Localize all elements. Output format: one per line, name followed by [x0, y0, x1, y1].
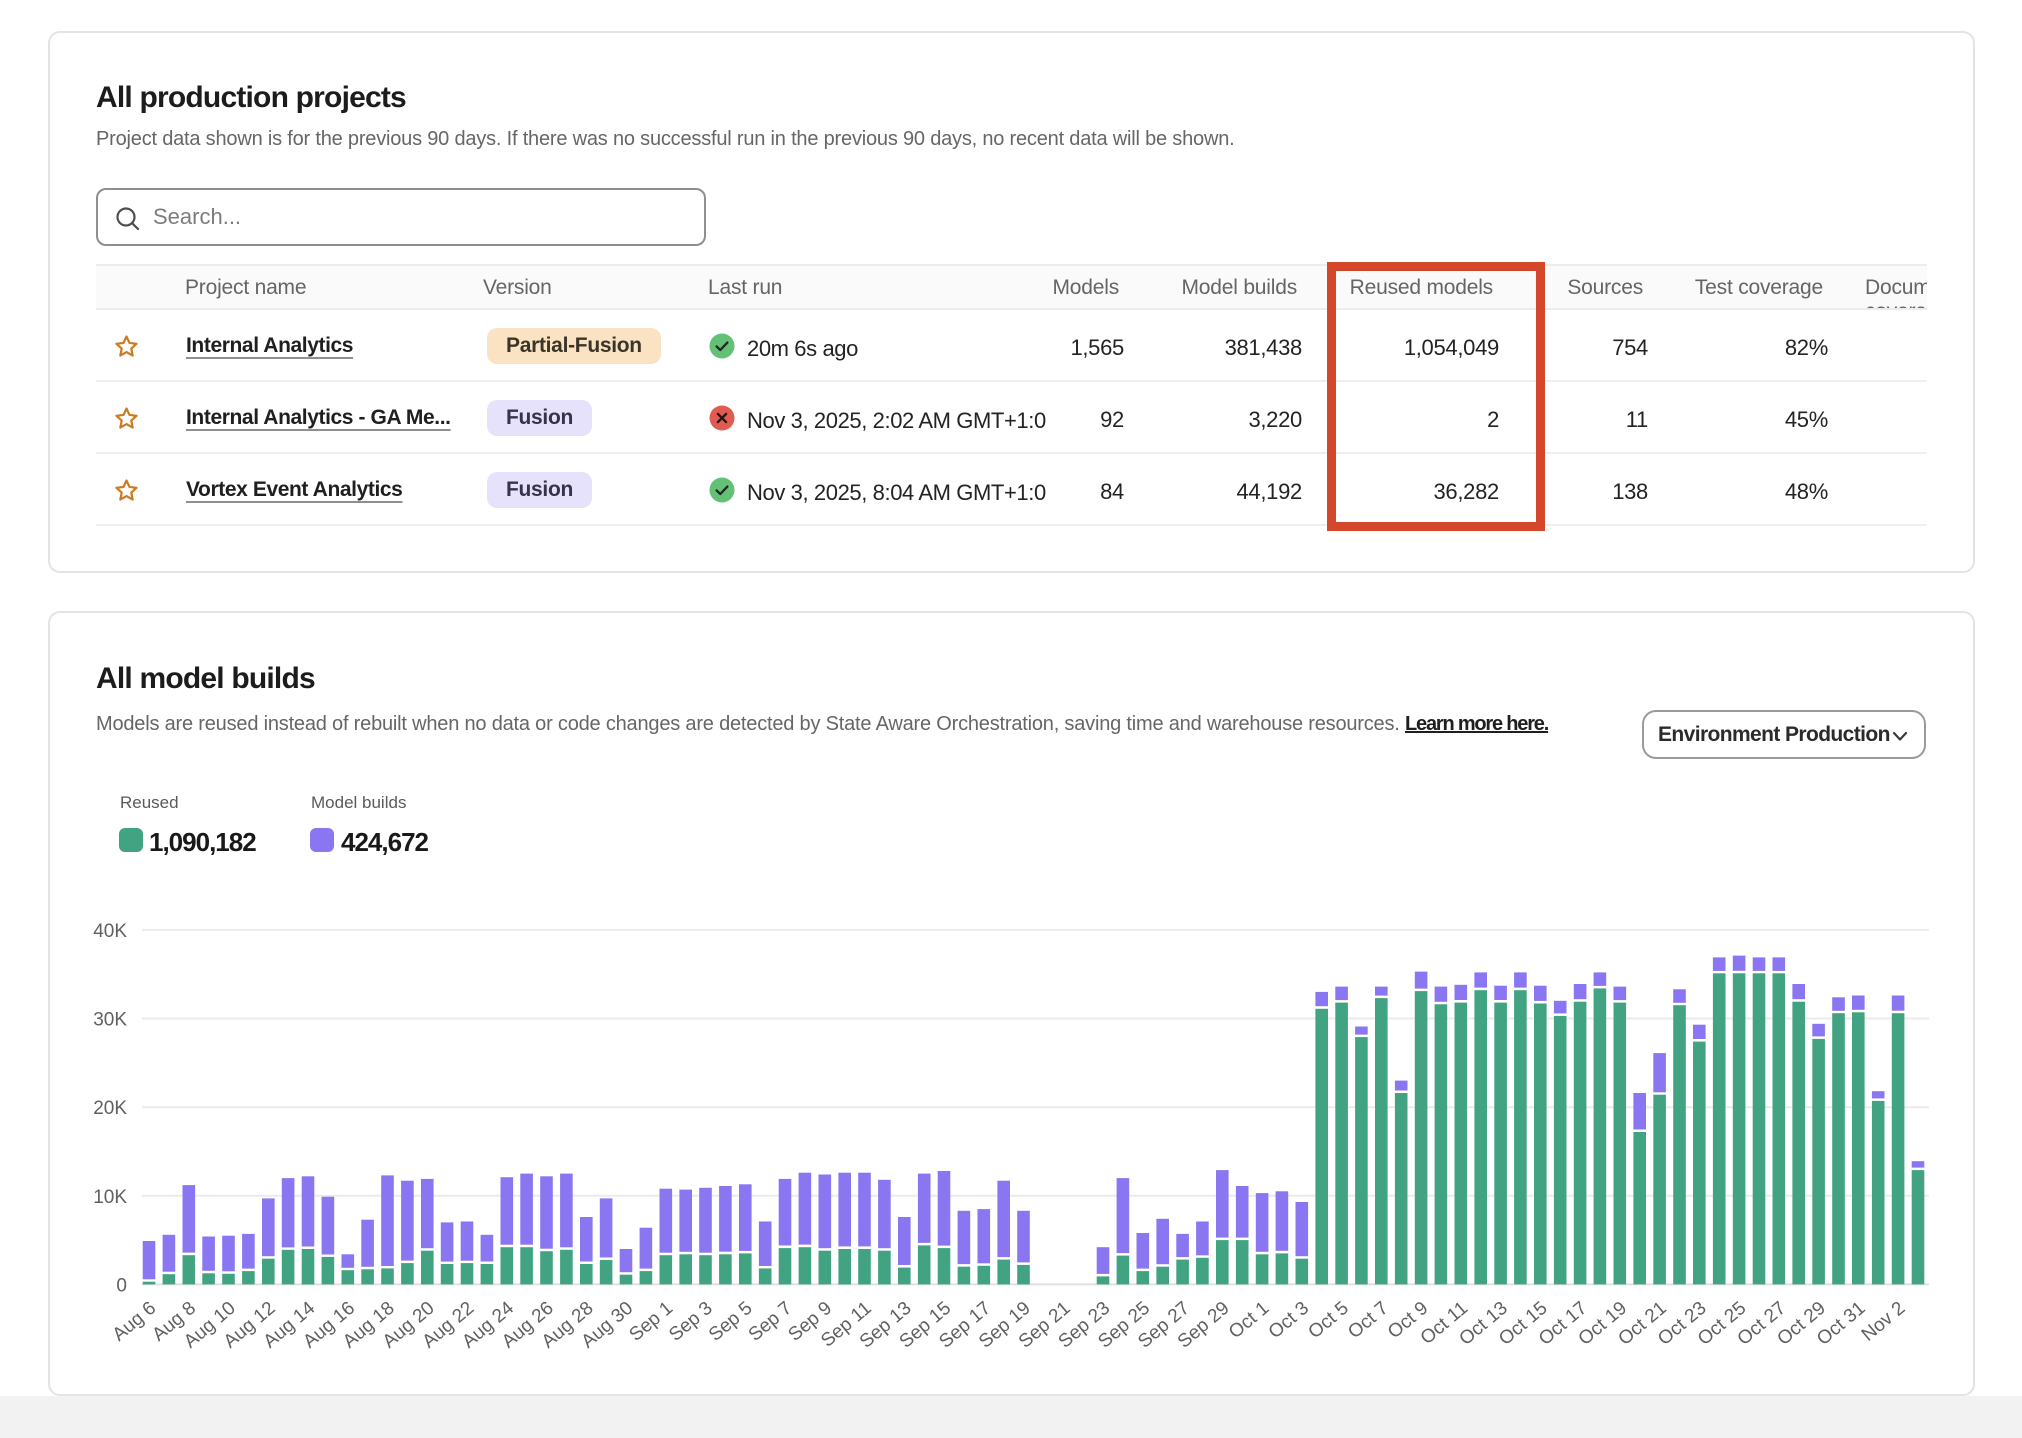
svg-text:Sep 7: Sep 7 [745, 1298, 797, 1346]
svg-text:0: 0 [116, 1275, 127, 1296]
svg-text:Nov 2: Nov 2 [1858, 1298, 1910, 1346]
svg-text:Sep 5: Sep 5 [705, 1298, 757, 1346]
svg-text:Oct 3: Oct 3 [1265, 1298, 1313, 1343]
svg-text:10K: 10K [93, 1187, 127, 1208]
svg-text:Aug 6: Aug 6 [109, 1298, 161, 1346]
svg-text:Oct 1: Oct 1 [1225, 1298, 1273, 1343]
svg-text:20K: 20K [93, 1098, 127, 1119]
svg-text:Sep 1: Sep 1 [625, 1298, 677, 1346]
svg-text:40K: 40K [93, 921, 127, 942]
svg-text:Sep 3: Sep 3 [665, 1298, 717, 1346]
svg-text:Oct 5: Oct 5 [1305, 1298, 1353, 1343]
svg-text:Oct 7: Oct 7 [1344, 1298, 1392, 1343]
svg-text:30K: 30K [93, 1010, 127, 1031]
